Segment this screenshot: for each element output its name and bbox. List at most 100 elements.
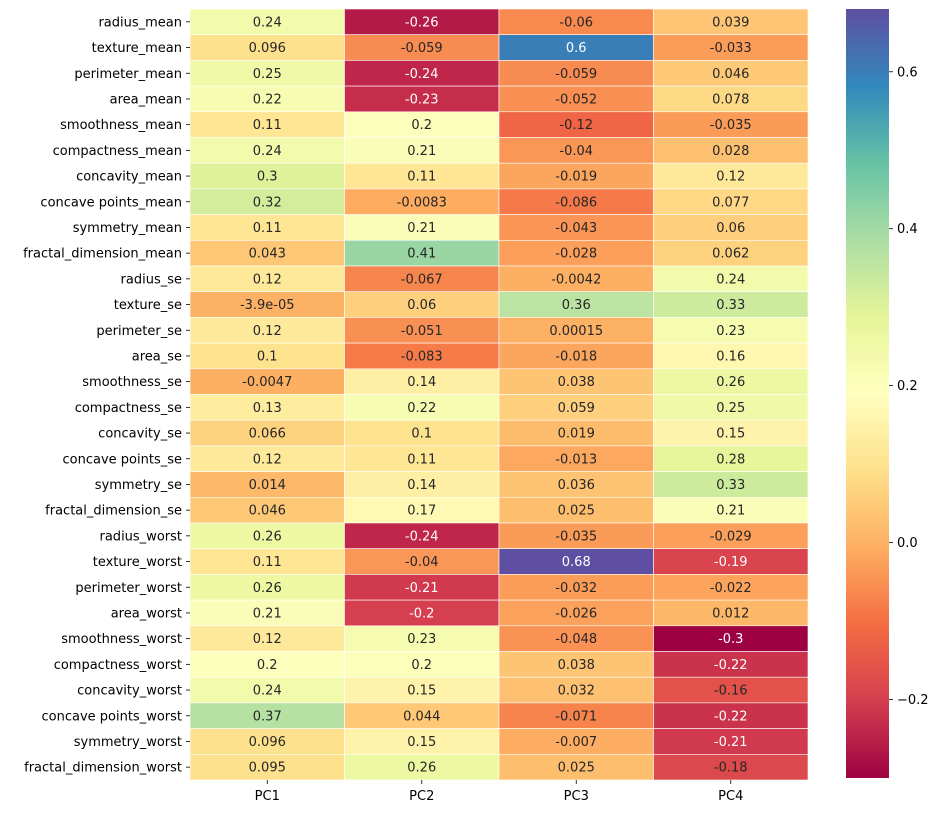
- cell-value-label: 0.14: [407, 478, 436, 493]
- heatmap-cell: [344, 522, 500, 550]
- row-label: radius_se: [121, 272, 182, 287]
- cell-value-label: -0.018: [555, 349, 597, 364]
- cell-value-label: 0.038: [558, 658, 595, 673]
- heatmap-cell: [498, 265, 654, 293]
- cell-value-label: -0.06: [559, 15, 593, 30]
- heatmap-cell: [344, 317, 500, 344]
- row-label: perimeter_worst: [75, 581, 182, 596]
- heatmap-cell: [189, 548, 345, 575]
- row-label: texture_se: [114, 298, 182, 313]
- cell-value-label: 0.15: [407, 684, 436, 699]
- row-label: texture_mean: [92, 41, 182, 56]
- cell-value-label: 0.2: [411, 658, 432, 673]
- heatmap-cell: [344, 291, 500, 318]
- heatmap-cell: [498, 496, 654, 524]
- row-label: fractal_dimension_se: [45, 504, 182, 519]
- heatmap-cell: [189, 445, 345, 472]
- heatmap-cell: [344, 471, 500, 498]
- cell-value-label: 0.22: [407, 401, 436, 416]
- cell-value-label: 0.21: [407, 144, 436, 159]
- cell-value-label: -0.083: [401, 349, 443, 364]
- cell-value-label: 0.019: [558, 427, 595, 442]
- heatmap-cell: [653, 496, 809, 524]
- cell-value-label: 0.17: [407, 504, 436, 519]
- cell-value-label: -0.052: [555, 92, 597, 107]
- cell-value-label: 0.36: [562, 298, 591, 313]
- cell-value-label: -0.0047: [242, 375, 292, 390]
- cell-value-label: 0.062: [712, 247, 749, 262]
- heatmap-cell: [498, 676, 654, 704]
- row-label: concave points_se: [63, 452, 182, 467]
- row-label: area_se: [132, 349, 182, 364]
- row-label: area_mean: [110, 92, 182, 107]
- cell-value-label: 0.12: [253, 272, 282, 287]
- row-label: symmetry_mean: [73, 221, 182, 236]
- row-label: concavity_worst: [77, 684, 182, 699]
- heatmap-cell: [189, 8, 345, 36]
- cell-value-label: 0.32: [253, 195, 282, 210]
- heatmap-cell: [498, 471, 654, 498]
- heatmap-cell: [189, 240, 345, 267]
- heatmap-cell: [653, 651, 809, 678]
- heatmap-cell: [344, 496, 500, 524]
- cell-value-label: 0.11: [407, 452, 436, 467]
- heatmap-cell: [344, 419, 500, 447]
- cell-value-label: -0.21: [714, 735, 748, 750]
- heatmap-cell: [653, 471, 809, 498]
- heatmap-cell: [189, 676, 345, 704]
- heatmap-cell: [653, 548, 809, 575]
- cell-value-label: -0.21: [405, 581, 439, 596]
- heatmap-cell: [189, 137, 345, 164]
- cell-value-label: 0.24: [716, 272, 745, 287]
- cell-value-label: -0.24: [405, 529, 439, 544]
- heatmap-cell: [189, 574, 345, 601]
- cell-value-label: -0.19: [714, 555, 748, 570]
- column-label: PC4: [718, 789, 743, 804]
- cell-value-label: 0.22: [253, 92, 282, 107]
- cell-value-label: 0.25: [253, 67, 282, 82]
- cell-value-label: 0.036: [558, 478, 595, 493]
- cell-value-label: 0.046: [712, 67, 749, 82]
- cell-value-label: -0.059: [555, 67, 597, 82]
- heatmap-cell: [498, 702, 654, 729]
- heatmap-cell: [653, 574, 809, 601]
- cell-value-label: -0.033: [710, 41, 752, 56]
- cell-value-label: 0.24: [253, 144, 282, 159]
- cell-value-label: -0.028: [555, 247, 597, 262]
- cell-value-label: 0.014: [249, 478, 286, 493]
- colorbar-tick-label: −0.2: [897, 693, 929, 708]
- heatmap-cell: [653, 8, 809, 36]
- heatmap-cell: [189, 85, 345, 113]
- cell-value-label: -0.12: [559, 118, 593, 133]
- cell-value-label: 0.032: [558, 684, 595, 699]
- heatmap-cell: [653, 728, 809, 755]
- cell-value-label: 0.14: [407, 375, 436, 390]
- heatmap-cell: [653, 162, 809, 190]
- cell-value-label: 0.41: [407, 247, 436, 262]
- cell-value-label: 0.059: [558, 401, 595, 416]
- heatmap-cell: [653, 265, 809, 293]
- cell-value-label: 0.046: [249, 504, 286, 519]
- cell-value-label: -0.059: [401, 41, 443, 56]
- cell-value-label: -0.067: [401, 272, 443, 287]
- cell-value-label: 0.24: [253, 15, 282, 30]
- heatmap-cell: [189, 162, 345, 190]
- cell-value-label: 0.24: [253, 684, 282, 699]
- heatmap-cell: [653, 291, 809, 318]
- cell-value-label: -0.3: [718, 632, 743, 647]
- cell-value-label: 0.096: [249, 41, 286, 56]
- cell-value-label: -0.048: [555, 632, 597, 647]
- heatmap-cell: [498, 753, 654, 781]
- cell-value-label: 0.26: [253, 529, 282, 544]
- heatmap-cell: [653, 394, 809, 421]
- heatmap-cell: [498, 162, 654, 190]
- cell-value-label: -0.2: [409, 606, 434, 621]
- cell-value-label: 0.11: [407, 170, 436, 185]
- cell-value-label: -0.16: [714, 684, 748, 699]
- heatmap-cell: [344, 702, 500, 729]
- heatmap-cell: [653, 34, 809, 61]
- heatmap-cell: [344, 137, 500, 164]
- row-label: smoothness_se: [82, 375, 182, 390]
- cell-value-label: -0.035: [555, 529, 597, 544]
